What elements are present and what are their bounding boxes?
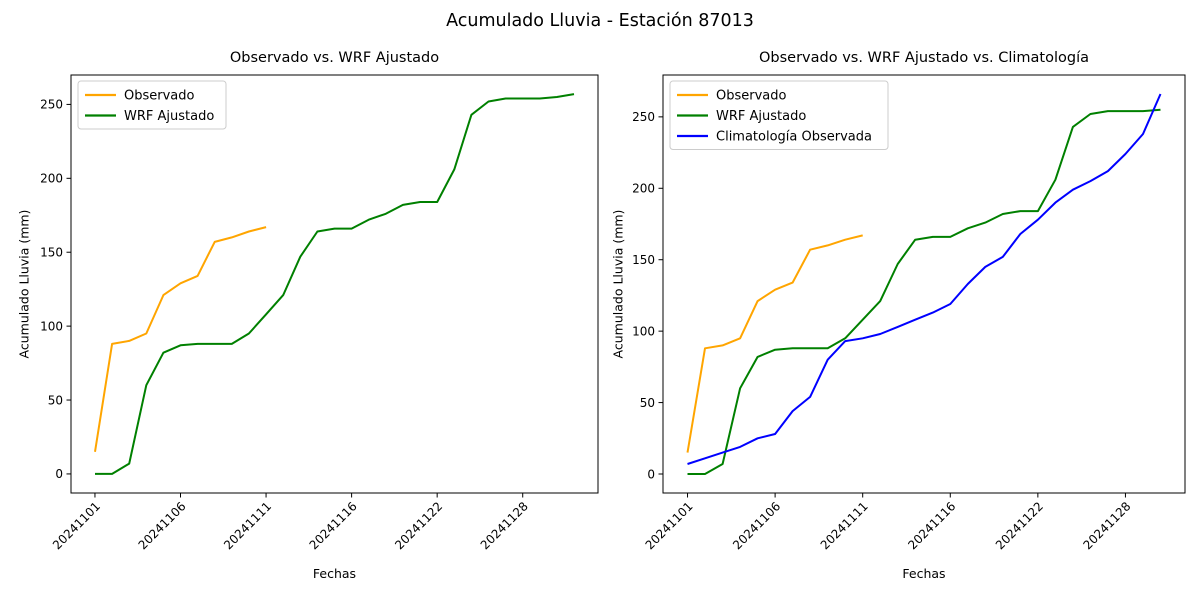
legend-box	[77, 80, 227, 130]
left-subplot-title: Observado vs. WRF Ajustado	[229, 50, 440, 66]
series-line-climatolog-a-observada	[687, 93, 1162, 465]
y-tick-label: 50	[640, 396, 655, 410]
y-tick-label: 150	[632, 253, 655, 267]
x-tick-label: 20241122	[392, 499, 445, 552]
subplot-observado-wrf-climatologia: 0 50 100 150 200 250 20241101 20241106 20241111 2…	[632, 74, 1186, 552]
legend-box	[669, 80, 889, 150]
x-tick-label: 20241106	[136, 499, 189, 552]
y-tick-label: 50	[48, 393, 63, 407]
x-tick-label: 20241128	[1080, 499, 1133, 552]
x-tick-label: 20241106	[730, 499, 783, 552]
x-tick-label: 20241116	[307, 499, 360, 552]
legend-label-observado: Observado	[716, 89, 787, 104]
left-x-axis-label: Fechas	[312, 566, 357, 581]
y-tick-label: 250	[632, 110, 655, 124]
legend-label-wrf-ajustado: WRF Ajustado	[124, 109, 214, 124]
series-line-observado	[686, 234, 863, 453]
series-line-wrf-ajustado	[95, 93, 575, 475]
y-tick-label: 150	[40, 246, 63, 260]
y-tick-label: 0	[55, 467, 63, 481]
y-tick-label: 100	[632, 324, 655, 338]
x-tick-label: 20241101	[643, 499, 696, 552]
series-line-wrf-ajustado	[687, 108, 1161, 475]
x-tick-label: 20241122	[993, 499, 1046, 552]
y-tick-label: 0	[647, 467, 655, 481]
series-line-observado	[94, 226, 267, 452]
x-tick-label: 20241116	[905, 499, 958, 552]
right-x-axis-label: Fechas	[902, 566, 946, 581]
x-tick-label: 20241111	[221, 499, 274, 552]
y-tick-label: 250	[40, 98, 63, 112]
y-tick-label: 200	[632, 182, 655, 196]
x-tick-label: 20241111	[818, 499, 871, 552]
legend-label-observado: Observado	[124, 89, 195, 104]
legend-label-climatolog-a-observada: Climatología Observada	[716, 130, 872, 145]
y-tick-label: 100	[40, 319, 63, 333]
axes-frame	[662, 74, 1186, 494]
y-tick-label: 200	[40, 172, 63, 186]
x-tick-label: 20241128	[478, 499, 531, 552]
figure-title: Acumulado Lluvia - Estación 87013	[446, 11, 754, 31]
subplot-observado-wrf: 0 50 100 150 200 250 20241101 20241106 20241111 2…	[40, 74, 599, 552]
right-subplot-title: Observado vs. WRF Ajustado vs. Climatolo…	[759, 50, 1089, 66]
axes-frame	[70, 74, 599, 494]
x-tick-label: 20241101	[50, 499, 103, 552]
legend-label-wrf-ajustado: WRF Ajustado	[716, 109, 806, 124]
